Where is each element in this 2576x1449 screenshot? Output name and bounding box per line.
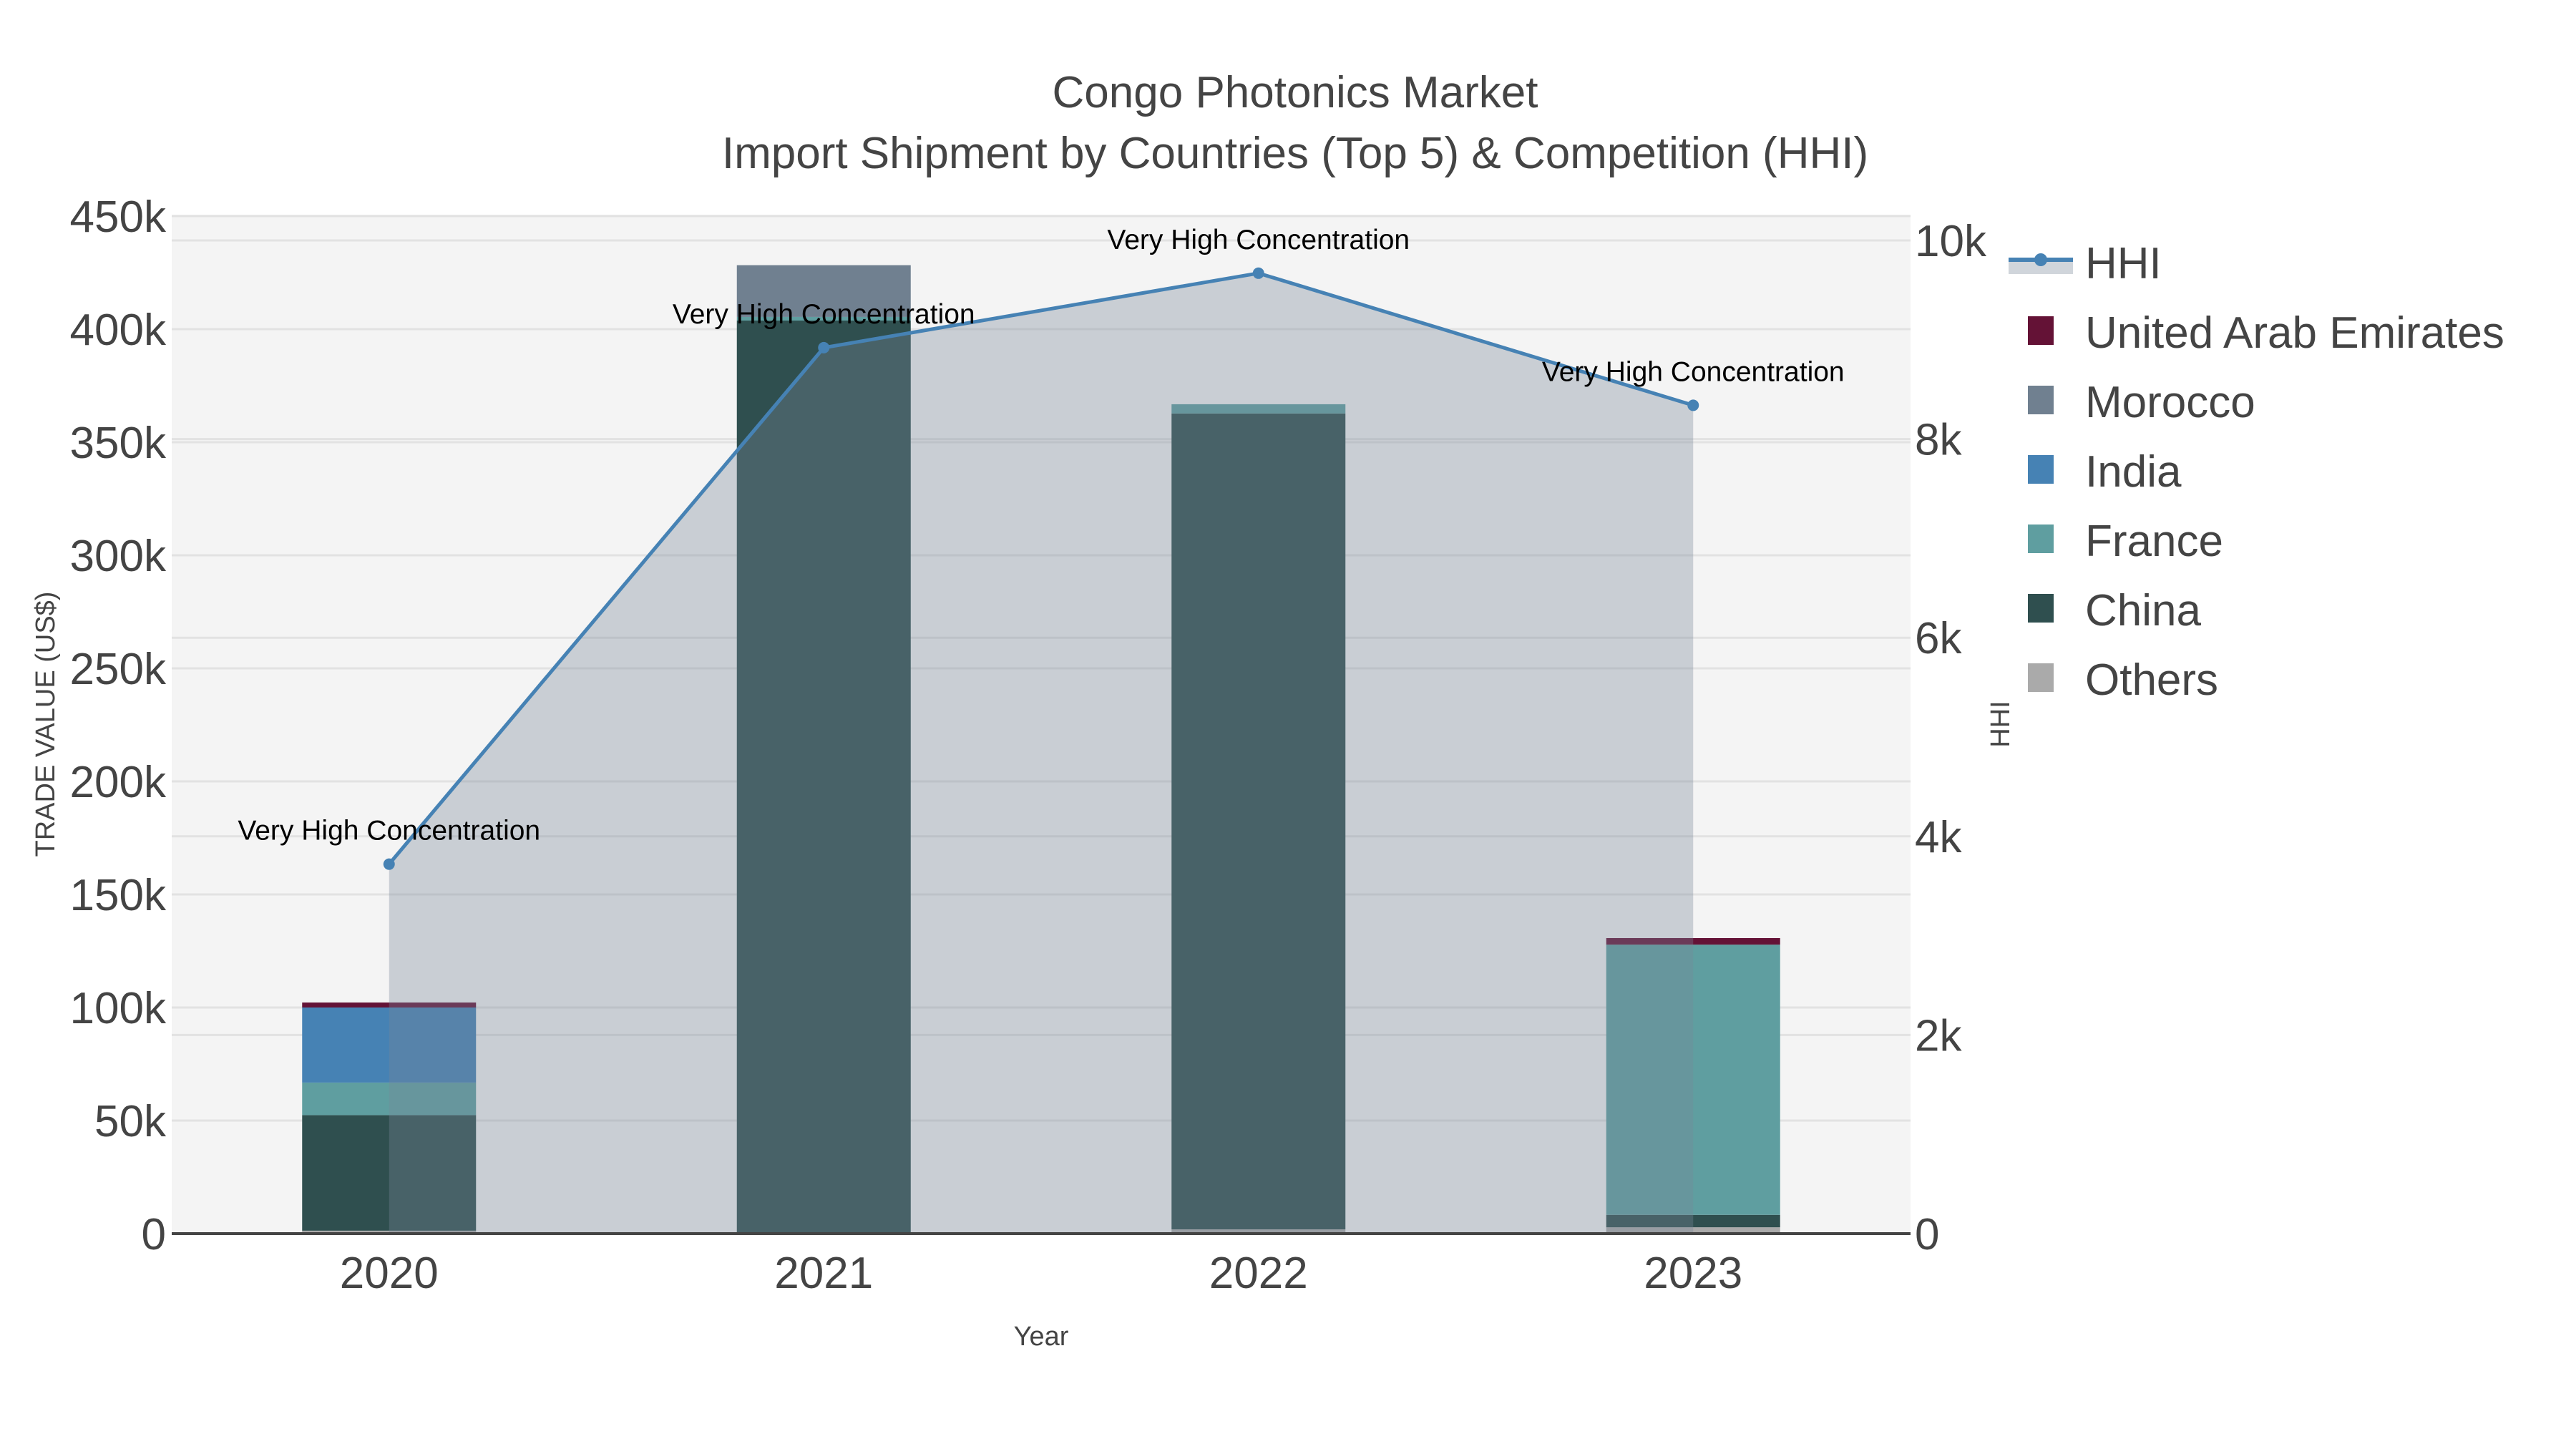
y-left-tick-label: 450k — [70, 192, 167, 242]
legend-swatch-icon — [2028, 594, 2054, 623]
stacked-bars — [302, 265, 1780, 1234]
hhi-annotation: Very High Concentration — [1107, 225, 1410, 255]
hhi-area-fill — [389, 273, 1694, 1234]
legend-label: United Arab Emirates — [2085, 308, 2504, 358]
bar-segment-united-arab-emirates — [302, 1002, 477, 1008]
y-left-tick-label: 350k — [70, 419, 167, 468]
legend-item-hhi[interactable]: HHI — [2009, 239, 2162, 288]
y-left-tick-label: 50k — [94, 1097, 167, 1146]
bar-segment-united-arab-emirates — [1606, 937, 1780, 945]
bar-segment-france — [302, 1082, 477, 1116]
legend-item-china[interactable]: China — [2028, 586, 2202, 635]
hhi-annotation: Very High Concentration — [673, 299, 975, 330]
bar-segment-others — [1606, 1227, 1780, 1234]
legend-label: HHI — [2085, 239, 2162, 288]
bar-segment-china — [1171, 413, 1346, 1229]
legend-label: France — [2085, 517, 2223, 566]
bar-segment-india — [302, 1008, 477, 1083]
y-left-tick-label: 150k — [70, 871, 167, 920]
hhi-marker — [1687, 399, 1699, 411]
x-tick-label: 2021 — [774, 1249, 873, 1298]
bar-segment-france — [736, 316, 911, 321]
bar-segment-france — [1606, 945, 1780, 1215]
y-right-tick-label: 10k — [1915, 217, 1987, 266]
y-left-tick-label: 100k — [70, 984, 167, 1033]
y-left-axis-title: TRADE VALUE (US$) — [31, 592, 61, 857]
y-left-ticks: 0 50k 100k 150k 200k 250k 300k 350k 400k 450k — [70, 192, 167, 1259]
bar-segment-china — [1606, 1214, 1780, 1228]
legend-swatch-icon — [2028, 455, 2054, 484]
legend-swatch-icon — [2028, 386, 2054, 414]
legend-area-swatch-icon — [2009, 261, 2073, 274]
y-left-tick-label: 250k — [70, 645, 167, 694]
legend-label: India — [2085, 447, 2182, 497]
bar-segment-france — [1171, 404, 1346, 414]
y-right-axis-title: HHI — [1986, 701, 2016, 747]
legend-swatch-icon — [2028, 663, 2054, 692]
x-axis-title: Year — [1014, 1322, 1069, 1352]
y-right-tick-label: 2k — [1915, 1011, 1962, 1060]
y-right-tick-label: 0 — [1915, 1210, 1939, 1259]
legend-marker-icon — [2034, 253, 2047, 266]
y-left-tick-label: 400k — [70, 306, 167, 355]
legend-label: Others — [2085, 655, 2218, 705]
legend-label: Morocco — [2085, 378, 2255, 427]
x-tick-label: 2022 — [1209, 1249, 1308, 1298]
y-left-tick-label: 0 — [142, 1210, 166, 1259]
legend-swatch-icon — [2028, 316, 2054, 345]
legend-item-morocco[interactable]: Morocco — [2028, 378, 2255, 427]
bar-segment-china — [302, 1115, 477, 1231]
x-tick-label: 2023 — [1644, 1249, 1742, 1298]
chart-title: Congo Photonics Market — [1053, 68, 1538, 117]
y-right-tick-label: 4k — [1915, 813, 1962, 862]
y-right-ticks: 0 2k 4k 6k 8k 10k — [1915, 217, 1987, 1259]
hhi-annotations: Very High Concentration Very High Concent… — [238, 225, 1844, 847]
hhi-annotation: Very High Concentration — [238, 816, 540, 847]
hhi-marker — [383, 858, 395, 870]
y-left-tick-label: 200k — [70, 758, 167, 807]
bar-segment-others — [302, 1230, 477, 1234]
legend-item-france[interactable]: France — [2028, 517, 2223, 566]
hhi-line-path — [387, 271, 1694, 866]
bar-segment-morocco — [736, 265, 911, 317]
legend: HHI United Arab Emirates Morocco India Franc… — [2009, 239, 2504, 705]
bar-segment-china — [736, 320, 911, 1234]
legend-item-others[interactable]: Others — [2028, 655, 2218, 705]
hhi-line — [383, 267, 1699, 870]
hhi-area — [389, 273, 1694, 1234]
legend-label: China — [2085, 586, 2202, 635]
x-tick-label: 2020 — [340, 1249, 439, 1298]
y-right-tick-label: 6k — [1915, 614, 1962, 663]
hhi-marker — [818, 341, 830, 353]
x-ticks: 2020 2021 2022 2023 — [340, 1249, 1742, 1298]
bar-segment-others — [1171, 1229, 1346, 1234]
y-left-tick-label: 300k — [70, 532, 167, 581]
chart-subtitle: Import Shipment by Countries (Top 5) & C… — [722, 129, 1868, 178]
hhi-marker — [1252, 267, 1264, 279]
hhi-annotation: Very High Concentration — [1542, 356, 1845, 387]
legend-item-united-arab-emirates[interactable]: United Arab Emirates — [2028, 308, 2504, 358]
y-right-tick-label: 8k — [1915, 416, 1962, 465]
legend-item-india[interactable]: India — [2028, 447, 2182, 497]
legend-swatch-icon — [2028, 525, 2054, 553]
